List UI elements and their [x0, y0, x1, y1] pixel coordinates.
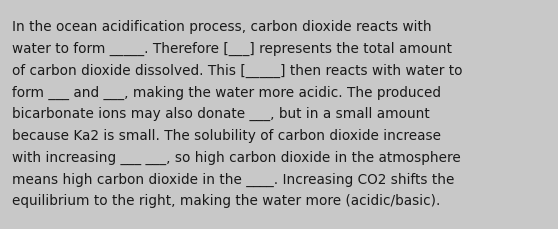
- Text: equilibrium to the right, making the water more (acidic/basic).: equilibrium to the right, making the wat…: [12, 194, 440, 207]
- Text: bicarbonate ions may also donate ___, but in a small amount: bicarbonate ions may also donate ___, bu…: [12, 107, 430, 121]
- Text: means high carbon dioxide in the ____. Increasing CO2 shifts the: means high carbon dioxide in the ____. I…: [12, 172, 454, 186]
- Text: In the ocean acidification process, carbon dioxide reacts with: In the ocean acidification process, carb…: [12, 20, 432, 34]
- Text: of carbon dioxide dissolved. This [_____] then reacts with water to: of carbon dioxide dissolved. This [_____…: [12, 63, 463, 77]
- Text: with increasing ___ ___, so high carbon dioxide in the atmosphere: with increasing ___ ___, so high carbon …: [12, 150, 461, 164]
- Text: water to form _____. Therefore [___] represents the total amount: water to form _____. Therefore [___] rep…: [12, 42, 452, 56]
- Text: form ___ and ___, making the water more acidic. The produced: form ___ and ___, making the water more …: [12, 85, 441, 99]
- Text: because Ka2 is small. The solubility of carbon dioxide increase: because Ka2 is small. The solubility of …: [12, 128, 441, 142]
